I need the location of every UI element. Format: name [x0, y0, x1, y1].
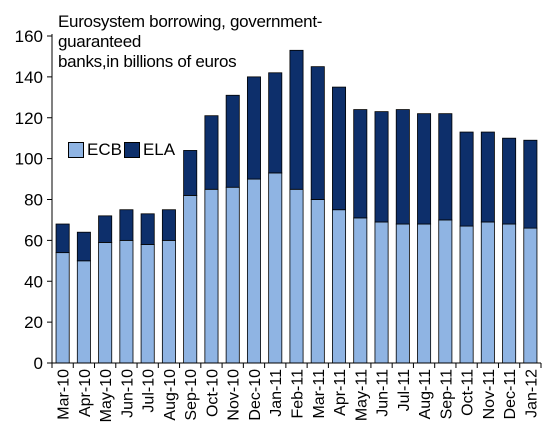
- bar-ecb-sep-11: [438, 219, 453, 364]
- bar-ecb-mar-11: [310, 199, 325, 364]
- legend-item-ela: ELA: [123, 140, 176, 160]
- bar-ecb-jun-10: [119, 239, 134, 364]
- legend: ECB ELA: [68, 140, 177, 160]
- legend-item-ecb: ECB: [68, 140, 122, 160]
- bar-ecb-nov-10: [225, 186, 240, 364]
- x-tick-label-jan-12: Jan-12: [523, 369, 540, 418]
- x-tick-label-mar-10: Mar-10: [56, 369, 73, 420]
- bar-ela-sep-10: [183, 150, 198, 196]
- bar-ecb-oct-10: [204, 188, 219, 364]
- bar-ecb-jun-11: [374, 221, 389, 364]
- x-tick-label-dec-10: Dec-10: [247, 369, 264, 421]
- legend-swatch-ela: [123, 142, 140, 158]
- bar-ecb-apr-10: [76, 260, 91, 364]
- bar-ecb-dec-11: [502, 223, 517, 364]
- bar-ela-jan-11: [268, 72, 283, 174]
- bar-ecb-dec-10: [246, 178, 261, 364]
- x-tick-label-jul-10: Jul-10: [141, 369, 158, 413]
- bar-ecb-sep-10: [183, 195, 198, 364]
- x-tick-label-may-10: May-10: [98, 369, 115, 422]
- legend-label-ela: ELA: [142, 140, 176, 159]
- y-tick-label-40: 40: [24, 272, 43, 291]
- x-tick-label-sep-10: Sep-10: [183, 369, 200, 421]
- chart-title: Eurosystem borrowing, government-guarant…: [58, 12, 388, 72]
- x-tick-label-aug-11: Aug-11: [417, 369, 434, 420]
- x-tick-label-sep-11: Sep-11: [438, 369, 455, 420]
- x-tick-label-apr-10: Apr-10: [77, 369, 94, 417]
- legend-label-ecb: ECB: [87, 140, 122, 159]
- bar-ecb-aug-10: [161, 239, 176, 364]
- y-tick-label-140: 140: [15, 68, 43, 87]
- bar-ela-dec-10: [246, 76, 261, 180]
- y-tick-label-20: 20: [24, 313, 43, 332]
- x-tick-label-jun-11: Jun-11: [375, 369, 392, 417]
- bar-ecb-may-11: [353, 217, 368, 364]
- bar-ela-jul-10: [140, 213, 155, 245]
- x-tick-label-oct-11: Oct-11: [460, 369, 477, 416]
- bar-ecb-mar-10: [55, 252, 70, 364]
- bar-ela-may-11: [353, 109, 368, 219]
- bar-ecb-aug-11: [417, 223, 432, 364]
- x-tick-label-nov-10: Nov-10: [226, 369, 243, 421]
- bar-ela-aug-10: [161, 209, 176, 241]
- y-tick-label-100: 100: [15, 150, 43, 169]
- x-tick-label-jun-10: Jun-10: [119, 369, 136, 418]
- y-tick-label-60: 60: [24, 231, 43, 250]
- bar-ela-jun-10: [119, 209, 134, 241]
- bar-ela-nov-11: [480, 131, 495, 223]
- bar-ela-jul-11: [395, 109, 410, 225]
- x-tick-label-aug-10: Aug-10: [162, 369, 179, 421]
- bar-ela-nov-10: [225, 94, 240, 188]
- bar-ela-jan-12: [523, 139, 538, 229]
- chart-title-line-2: banks,in billions of euros: [58, 52, 237, 71]
- x-tick-label-dec-11: Dec-11: [502, 369, 519, 419]
- bar-ela-apr-11: [332, 86, 347, 211]
- x-tick-label-apr-11: Apr-11: [332, 369, 349, 416]
- bar-ecb-jan-11: [268, 172, 283, 364]
- bar-ela-feb-11: [289, 49, 304, 190]
- x-tick-label-jan-11: Jan-11: [268, 369, 285, 417]
- chart-title-line-1: Eurosystem borrowing, government-guarant…: [58, 12, 323, 51]
- bar-ecb-oct-11: [459, 225, 474, 364]
- x-tick-label-jul-11: Jul-11: [396, 369, 413, 411]
- bar-ecb-nov-11: [480, 221, 495, 364]
- legend-swatch-ecb: [68, 142, 84, 158]
- bar-ela-may-10: [98, 215, 113, 243]
- bar-ela-sep-11: [438, 113, 453, 221]
- y-tick-label-120: 120: [15, 109, 43, 128]
- bar-ecb-jan-12: [523, 227, 538, 364]
- bar-ecb-apr-11: [332, 209, 347, 364]
- y-tick-label-0: 0: [34, 354, 43, 373]
- x-tick-label-nov-11: Nov-11: [481, 369, 498, 419]
- bar-ecb-jul-10: [140, 244, 155, 364]
- bar-ela-jun-11: [374, 111, 389, 223]
- bar-ecb-jul-11: [395, 223, 410, 364]
- bar-ela-oct-11: [459, 131, 474, 227]
- x-tick-label-oct-10: Oct-10: [204, 369, 221, 417]
- y-tick-label-160: 160: [15, 27, 43, 46]
- bar-ela-aug-11: [417, 113, 432, 225]
- x-tick-label-may-11: May-11: [353, 369, 370, 421]
- bar-ela-mar-11: [310, 66, 325, 200]
- y-tick-label-80: 80: [24, 191, 43, 210]
- bar-ecb-may-10: [98, 242, 113, 364]
- bar-ela-apr-10: [76, 231, 91, 262]
- bar-ecb-feb-11: [289, 188, 304, 364]
- bar-ela-mar-10: [55, 223, 70, 254]
- x-tick-label-mar-11: Mar-11: [311, 369, 328, 419]
- bar-ela-oct-10: [204, 115, 219, 190]
- bar-ela-dec-11: [502, 137, 517, 225]
- x-tick-label-feb-11: Feb-11: [290, 369, 307, 419]
